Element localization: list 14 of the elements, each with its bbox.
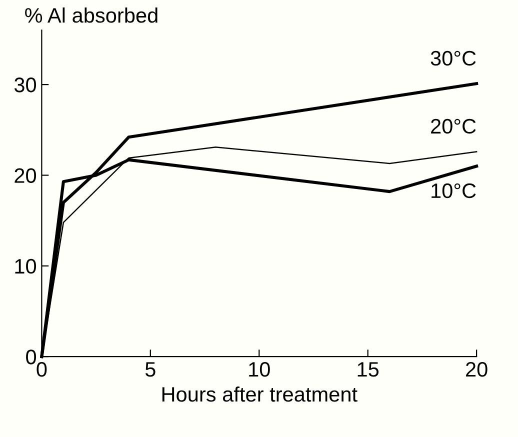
series-label: 10°C — [432, 183, 476, 198]
x-tick-label: 15 — [358, 362, 379, 377]
y-tick-label: 0 — [26, 350, 36, 364]
x-tick-label: 20 — [466, 362, 488, 377]
x-axis-title: Hours after treatment — [162, 386, 358, 402]
x-tick-label: 10 — [249, 362, 270, 377]
y-tick-label: 30 — [14, 78, 36, 92]
y-tick-label: 20 — [14, 168, 36, 183]
series-label: 30°C — [430, 50, 476, 66]
series-label: 20°C — [431, 118, 476, 134]
y-tick-label: 10 — [15, 258, 36, 274]
y-axis-title: % Al absorbed — [25, 7, 158, 23]
x-tick-label: 5 — [145, 362, 156, 377]
x-tick-label: 0 — [36, 362, 47, 377]
